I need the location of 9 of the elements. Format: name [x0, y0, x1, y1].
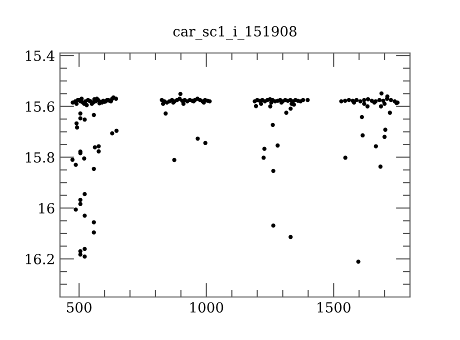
x-tick-label: 500 [67, 302, 92, 313]
y-tick-label: 15.4 [26, 50, 54, 62]
y-tick-label: 16.2 [26, 254, 54, 264]
chart-title: car_sc1_i_151908 [173, 26, 296, 40]
x-tick-label: 1500 [318, 302, 350, 313]
y-tick-label: 16 [39, 203, 54, 214]
y-tick-label: 15.6 [26, 101, 54, 112]
y-tick-label: 15.8 [26, 152, 54, 163]
x-tick-label: 1000 [190, 302, 224, 313]
